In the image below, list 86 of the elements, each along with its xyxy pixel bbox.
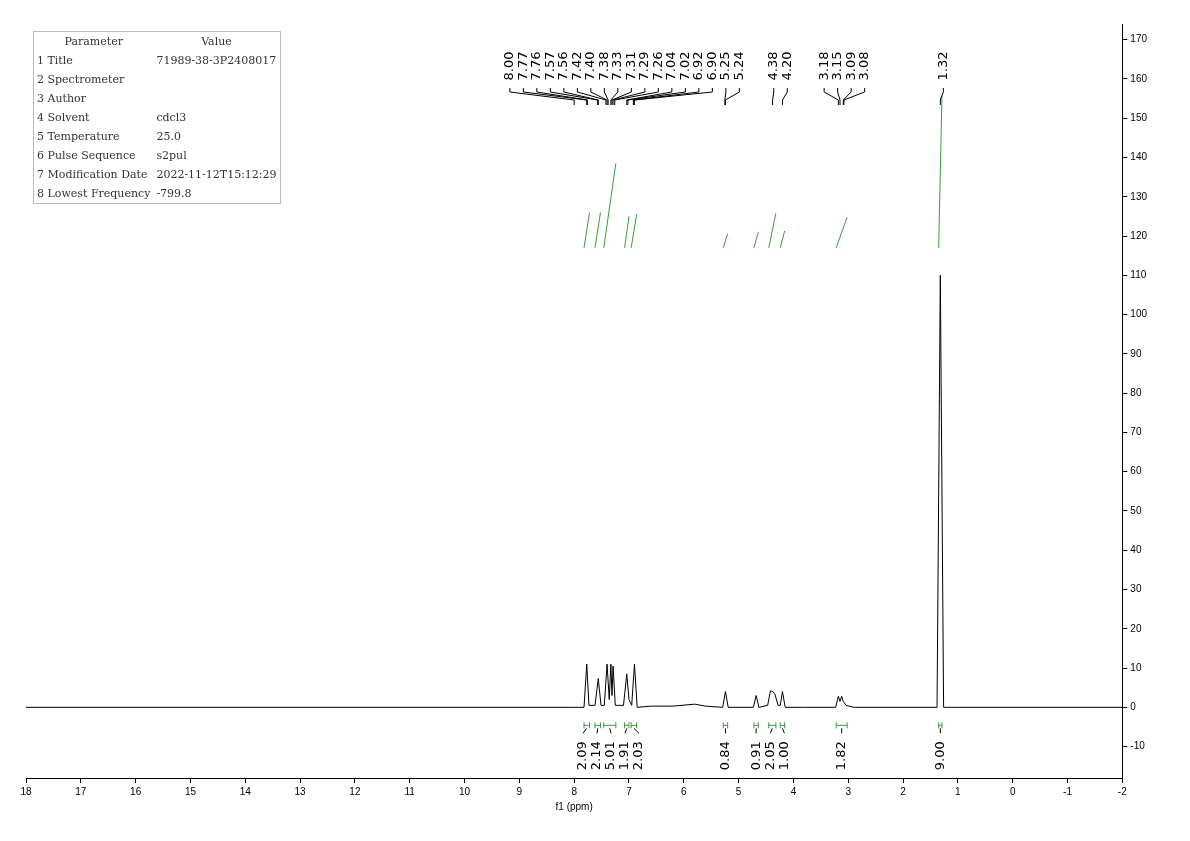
x-tick-label: 8 xyxy=(571,785,578,797)
annotation: 7.76 xyxy=(528,51,544,81)
annotation: 1.32 xyxy=(934,51,950,81)
annotation: 4.20 xyxy=(778,51,794,81)
x-tick-label: 14 xyxy=(239,785,252,797)
annotation: 3 Author xyxy=(36,91,87,107)
annotation: 7.29 xyxy=(636,51,652,81)
x-tick-label: 5 xyxy=(735,785,742,797)
y-tick-label: 50 xyxy=(1130,504,1142,516)
annotation: 1.91 xyxy=(616,741,632,771)
annotation: 5.01 xyxy=(602,741,618,771)
annotation: 2.09 xyxy=(574,741,590,771)
y-tick-label: 30 xyxy=(1130,583,1142,595)
x-tick-label: 1 xyxy=(955,785,962,797)
text: 4 Solvent cdcl3 xyxy=(37,111,187,124)
annotation: 2 Spectrometer xyxy=(36,72,126,88)
annotation: 5.24 xyxy=(730,51,746,81)
y-tick-label: 0 xyxy=(1130,701,1137,713)
x-tick-label: 11 xyxy=(404,785,416,797)
annotation: 7.31 xyxy=(622,51,638,81)
x-tick-label: 13 xyxy=(294,785,307,797)
annotation: 2.05 xyxy=(761,741,777,771)
y-tick-label: 60 xyxy=(1130,465,1142,477)
y-tick-label: 150 xyxy=(1130,112,1148,123)
x-tick-label: -2 xyxy=(1117,785,1128,797)
y-tick-label: 140 xyxy=(1130,151,1148,163)
x-tick-label: 16 xyxy=(130,785,142,797)
annotation: 7.38 xyxy=(595,51,611,81)
annotation: 7.77 xyxy=(514,51,530,81)
annotation: 7 Modification Date 2022-11-12T15:12:29 xyxy=(36,167,278,183)
x-tick-label: 17 xyxy=(75,785,87,797)
x-tick-label: 10 xyxy=(458,785,471,797)
y-tick-label: 90 xyxy=(1130,347,1142,359)
annotation: 6.92 xyxy=(690,51,706,81)
annotation: 2.03 xyxy=(630,741,646,771)
annotation: 7.42 xyxy=(568,51,584,81)
text: 5 Temperature 25.0 xyxy=(37,130,181,143)
y-tick-label: 130 xyxy=(1130,190,1148,202)
text: 6 Pulse Sequence s2pul xyxy=(37,149,187,162)
y-tick-label: 120 xyxy=(1130,229,1148,241)
annotation: 7.57 xyxy=(541,51,557,81)
x-tick-label: 6 xyxy=(681,785,688,797)
annotation: 8 Lowest Frequency -799.8 xyxy=(36,186,193,202)
y-tick-label: 80 xyxy=(1130,386,1142,398)
x-tick-label: 3 xyxy=(845,785,852,797)
annotation: 3.18 xyxy=(815,51,831,81)
x-tick-label: 15 xyxy=(184,785,197,797)
annotation: 7.26 xyxy=(649,51,665,81)
annotation: 2.14 xyxy=(588,741,604,771)
y-tick-label: 10 xyxy=(1130,661,1142,673)
annotation: 1.00 xyxy=(775,741,791,771)
annotation: 8.00 xyxy=(501,51,517,81)
x-tick-label: -1 xyxy=(1063,785,1073,797)
annotation: 1.82 xyxy=(833,741,849,771)
x-tick-label: 12 xyxy=(349,785,361,797)
annotation: 3.09 xyxy=(842,51,858,81)
x-tick-label: 7 xyxy=(626,785,633,797)
annotation: 3.08 xyxy=(856,51,872,81)
annotation: 0.91 xyxy=(747,741,763,771)
annotation: 7.56 xyxy=(555,51,571,81)
y-tick-label: 70 xyxy=(1130,426,1142,438)
annotation: 0.84 xyxy=(716,741,732,771)
x-tick-label: 18 xyxy=(20,785,32,797)
x-tick-label: 9 xyxy=(516,785,523,797)
y-tick-label: 170 xyxy=(1130,33,1148,45)
y-tick-label: 100 xyxy=(1130,308,1148,320)
annotation: 7.02 xyxy=(676,51,692,81)
x-tick-label: 2 xyxy=(900,785,907,797)
annotation: 4.38 xyxy=(765,51,781,81)
y-tick-label: 110 xyxy=(1130,269,1147,281)
y-tick-label: -10 xyxy=(1130,740,1146,752)
y-tick-label: 20 xyxy=(1130,622,1142,634)
annotation: 7.04 xyxy=(663,51,679,81)
annotation: 7.33 xyxy=(609,51,625,81)
annotation: 9.00 xyxy=(931,741,947,771)
annotation: 7.40 xyxy=(582,51,598,81)
text: Parameter Value xyxy=(64,35,232,48)
annotation: 6.90 xyxy=(703,51,719,81)
x-tick-label: 4 xyxy=(790,785,797,797)
x-axis-title: f1 (ppm) xyxy=(555,800,593,812)
y-tick-label: 160 xyxy=(1130,72,1148,84)
x-tick-label: 0 xyxy=(1009,785,1016,797)
y-tick-label: 40 xyxy=(1130,543,1142,555)
annotation: 5.25 xyxy=(717,51,733,81)
annotation: 3.15 xyxy=(829,51,845,81)
text: 1 Title 71989-38-3P2408017 xyxy=(37,54,277,67)
